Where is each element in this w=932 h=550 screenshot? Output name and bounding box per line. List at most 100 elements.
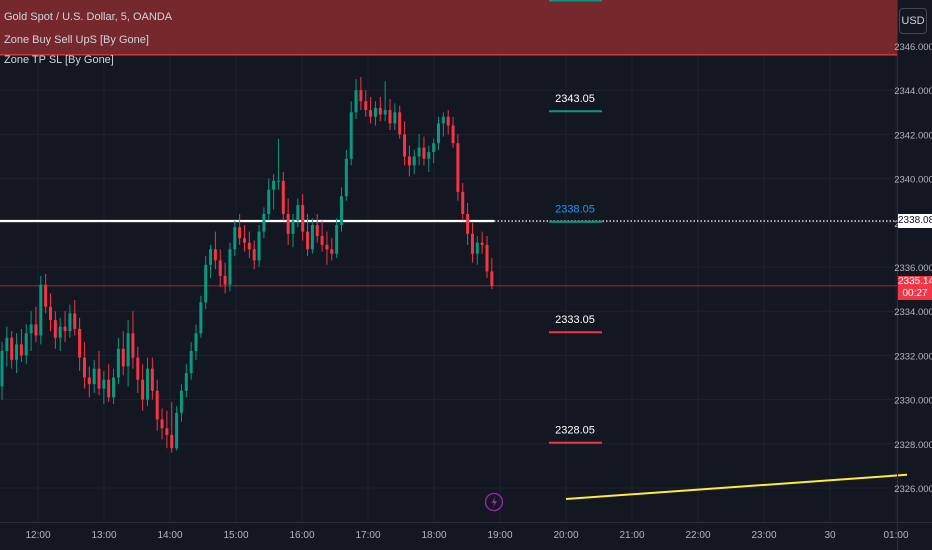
candle-body: [373, 107, 377, 117]
candle: [383, 81, 387, 122]
candle-body: [0, 350, 4, 387]
price-tick-label: 2346.000: [894, 42, 932, 53]
time-axis[interactable]: 12:00 13:00 14:00 15:00 16:00 17:00 18:00 19:00…: [0, 522, 932, 542]
candle: [364, 90, 368, 117]
trend-line[interactable]: [565, 473, 908, 501]
candle: [194, 324, 198, 360]
candle-body: [475, 242, 479, 254]
symbol-title[interactable]: Gold Spot / U.S. Dollar, 5, OANDA: [4, 11, 173, 23]
time-tick-label: 23:00: [751, 530, 776, 541]
candle: [344, 149, 348, 201]
candle: [53, 311, 57, 349]
candle-body: [175, 412, 179, 449]
tp-sl-levels: 2343.05 2338.05 2333.05 2328.05: [549, 93, 602, 444]
candle-body: [286, 213, 290, 234]
candle-body: [446, 116, 450, 126]
candle: [58, 317, 62, 351]
currency-button[interactable]: USD: [899, 8, 927, 34]
candle: [441, 112, 445, 137]
last-price-value: 2335.145: [898, 275, 932, 287]
time-tick-label: 20:00: [553, 530, 578, 541]
time-tick-label: 16:00: [289, 530, 314, 541]
candle-body: [184, 373, 188, 391]
candle-body: [5, 337, 9, 351]
candle: [131, 311, 135, 369]
time-tick-label: 14:00: [157, 530, 182, 541]
candle-body: [29, 324, 33, 334]
candle-body: [310, 225, 314, 250]
candle: [82, 342, 86, 389]
candle: [24, 324, 28, 365]
candle-body: [470, 233, 474, 254]
alert-bolt-icon[interactable]: [484, 492, 504, 512]
candle-body: [116, 348, 120, 378]
candle: [228, 242, 232, 292]
candlestick-series: [0, 76, 494, 453]
candle: [461, 183, 465, 221]
candle-body: [82, 357, 86, 378]
candle-body: [218, 260, 222, 276]
candle-body: [281, 180, 285, 214]
candle-body: [39, 284, 43, 336]
time-tick-label: 22:00: [685, 530, 710, 541]
candle-body: [378, 107, 382, 115]
candle-body: [315, 225, 319, 237]
candle: [238, 213, 242, 245]
candle: [97, 350, 101, 396]
candle-body: [126, 333, 130, 367]
candle-body: [233, 227, 237, 250]
candle: [116, 337, 120, 385]
candle-body: [78, 328, 82, 358]
candle-body: [58, 326, 62, 338]
level-label: 2338.05: [555, 204, 595, 216]
candle-body: [238, 227, 242, 239]
candle: [213, 231, 217, 270]
candle: [373, 101, 377, 126]
candle-body: [335, 225, 339, 254]
price-tick-label: 2330.000: [894, 396, 932, 407]
candle-body: [121, 348, 125, 367]
candle: [286, 198, 290, 245]
candle-body: [432, 143, 436, 153]
candle-body: [403, 134, 407, 157]
candle: [92, 359, 96, 393]
indicator-zone-tp-sl[interactable]: Zone TP SL [By Gone]: [4, 54, 114, 66]
candle: [155, 379, 159, 431]
candle-body: [359, 90, 363, 102]
sell-zone: [0, 0, 897, 56]
time-tick-label: 17:00: [355, 530, 380, 541]
candle: [141, 364, 145, 411]
candle: [276, 138, 280, 190]
candle-body: [68, 313, 72, 332]
candle: [0, 342, 4, 400]
trend-line-segment[interactable]: [565, 473, 908, 501]
candle: [485, 236, 489, 279]
candle-body: [102, 379, 106, 389]
candle: [446, 110, 450, 135]
candle-body: [44, 284, 48, 307]
candle: [301, 194, 305, 241]
candle-body: [490, 271, 494, 286]
candle-body: [267, 189, 271, 214]
candle-body: [349, 112, 353, 159]
candle-body: [53, 320, 57, 338]
candle-body: [199, 302, 203, 334]
candle: [44, 273, 48, 314]
candle-body: [209, 249, 213, 265]
candle: [456, 134, 460, 201]
candle: [73, 300, 77, 336]
time-tick-label: 19:00: [487, 530, 512, 541]
candle-body: [480, 242, 484, 245]
time-tick-label: 30: [824, 530, 836, 541]
candle-body: [306, 231, 310, 250]
zone-rect: [0, 0, 897, 55]
candle: [257, 225, 261, 267]
candle: [437, 116, 440, 150]
candle: [160, 408, 164, 440]
candle-body: [437, 123, 440, 144]
candle-body: [364, 101, 368, 111]
indicator-zone-buy-sell[interactable]: Zone Buy Sell UpS [By Gone]: [4, 34, 149, 46]
candle-body: [155, 390, 159, 420]
candle-body: [412, 156, 416, 166]
